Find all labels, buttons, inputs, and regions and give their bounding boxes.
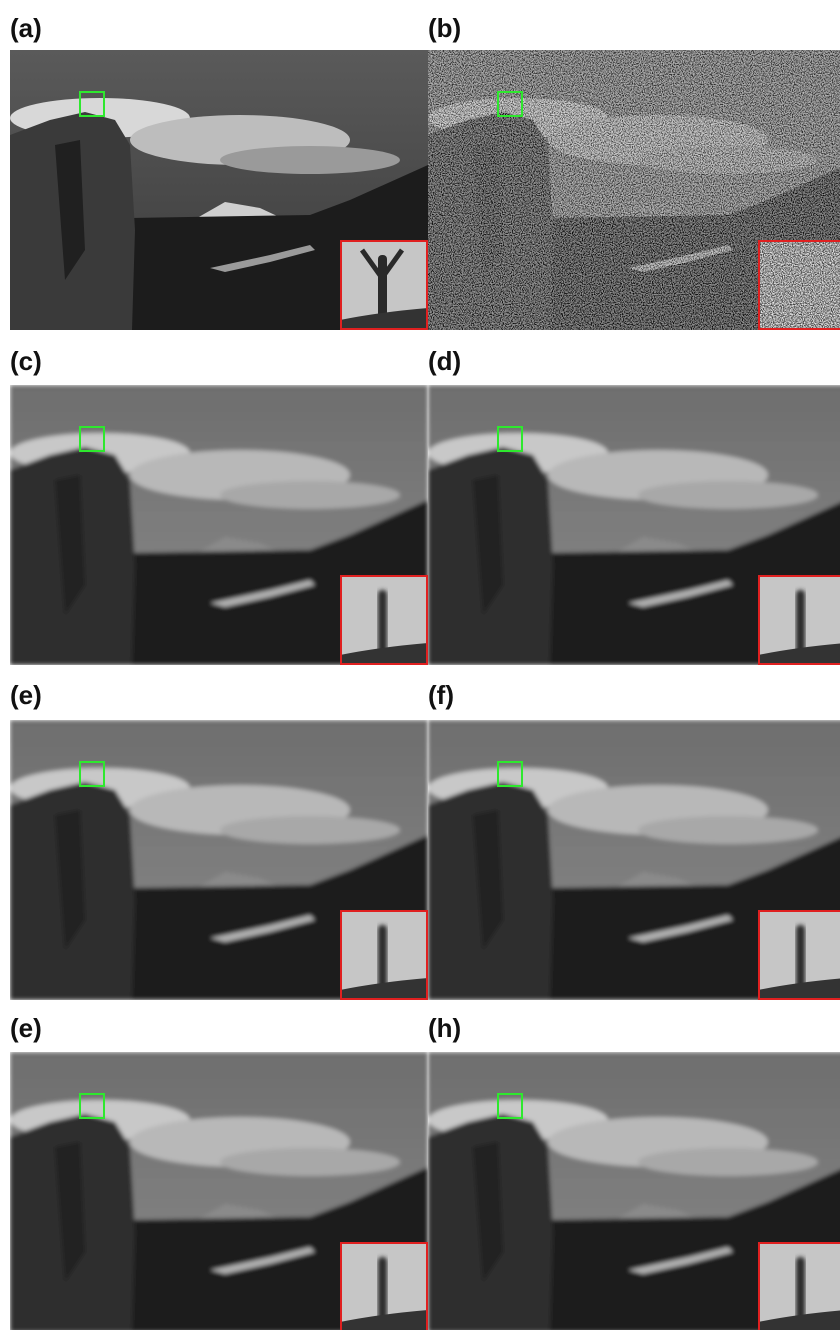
photo [10,720,428,1000]
inset-noise [758,240,840,330]
cloud [220,816,400,844]
inset [758,910,840,1000]
photo [428,50,840,330]
panel-label: (e) [10,680,42,710]
inset [758,240,840,330]
photo [10,1052,428,1330]
photo [428,385,840,665]
panel-label: (a) [10,13,42,43]
panel-label: (f) [428,680,454,710]
photo [428,1052,840,1330]
inset [340,575,428,665]
cloud [220,146,400,174]
panel-label: (d) [428,346,461,376]
page: (a) (b) (c) (d) (e) (f) (e) (h) (() => {… [0,0,840,1330]
inset [340,1242,428,1330]
cloud [638,481,818,509]
cloud [220,1148,400,1176]
panel-label: (e) [10,1013,42,1043]
cloud [638,816,818,844]
inset [758,1242,840,1330]
cloud [220,481,400,509]
cloud [638,1148,818,1176]
panel-label: (c) [10,346,42,376]
inset [340,240,428,330]
panel-label: (h) [428,1013,461,1043]
photo [428,720,840,1000]
photo [10,50,428,330]
photo [10,385,428,665]
figure: (a) (b) (c) (d) (e) (f) (e) (h) [0,0,840,1330]
inset [758,575,840,665]
panel-label: (b) [428,13,461,43]
inset [340,910,428,1000]
